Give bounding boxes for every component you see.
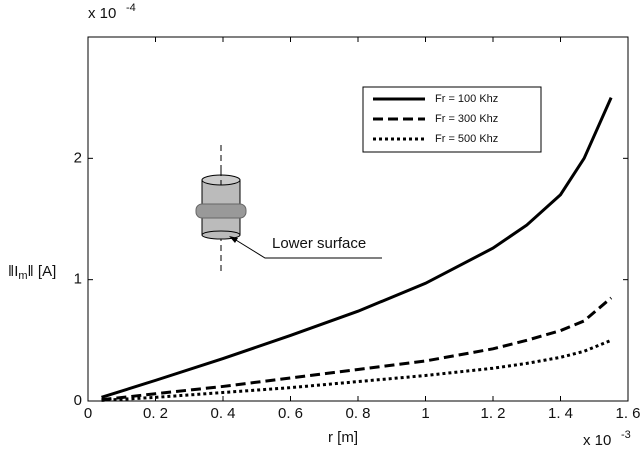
x-tick-label: 1: [421, 405, 429, 422]
series-line: [101, 97, 613, 399]
y-label-sub: m: [18, 270, 27, 282]
y-tick-label: 2: [74, 149, 82, 166]
annotation-arrow: [230, 236, 382, 259]
x-tick-label: 0. 6: [278, 405, 303, 422]
y-exponent: -4: [126, 2, 136, 14]
legend-label: Fr = 500 Khz: [435, 133, 498, 145]
x-tick-label: 1. 4: [548, 405, 573, 422]
y-tick-label: 0: [74, 392, 82, 409]
annotation: Lower surface: [272, 235, 366, 252]
plot-frame: [87, 36, 629, 402]
inset-cylinder: [195, 145, 382, 272]
x-tick-label: 0. 2: [143, 405, 168, 422]
series-line: [101, 296, 613, 402]
x-tick-label: 1. 2: [480, 405, 505, 422]
y-exponent-base: x 10: [88, 5, 116, 22]
arrowhead: [229, 236, 238, 243]
legend-label: Fr = 300 Khz: [435, 113, 498, 125]
x-exponent-base: x 10: [583, 432, 611, 449]
x-tick-label: 0: [84, 405, 92, 422]
y-label-main: ‖I: [8, 263, 18, 280]
y-label-end: ‖ [A]: [28, 263, 57, 280]
x-exponent: -3: [621, 429, 631, 441]
x-tick-label: 1. 6: [615, 405, 640, 422]
y-axis-label: ‖Im‖ [A]: [8, 263, 56, 282]
x-tick-label: 0. 8: [345, 405, 370, 422]
legend-label: Fr = 100 Khz: [435, 93, 498, 105]
x-tick-label: 0. 4: [210, 405, 235, 422]
series-line: [101, 338, 612, 402]
coil: [195, 203, 247, 219]
y-tick-label: 1: [74, 271, 82, 288]
x-axis-label: r [m]: [328, 429, 358, 446]
